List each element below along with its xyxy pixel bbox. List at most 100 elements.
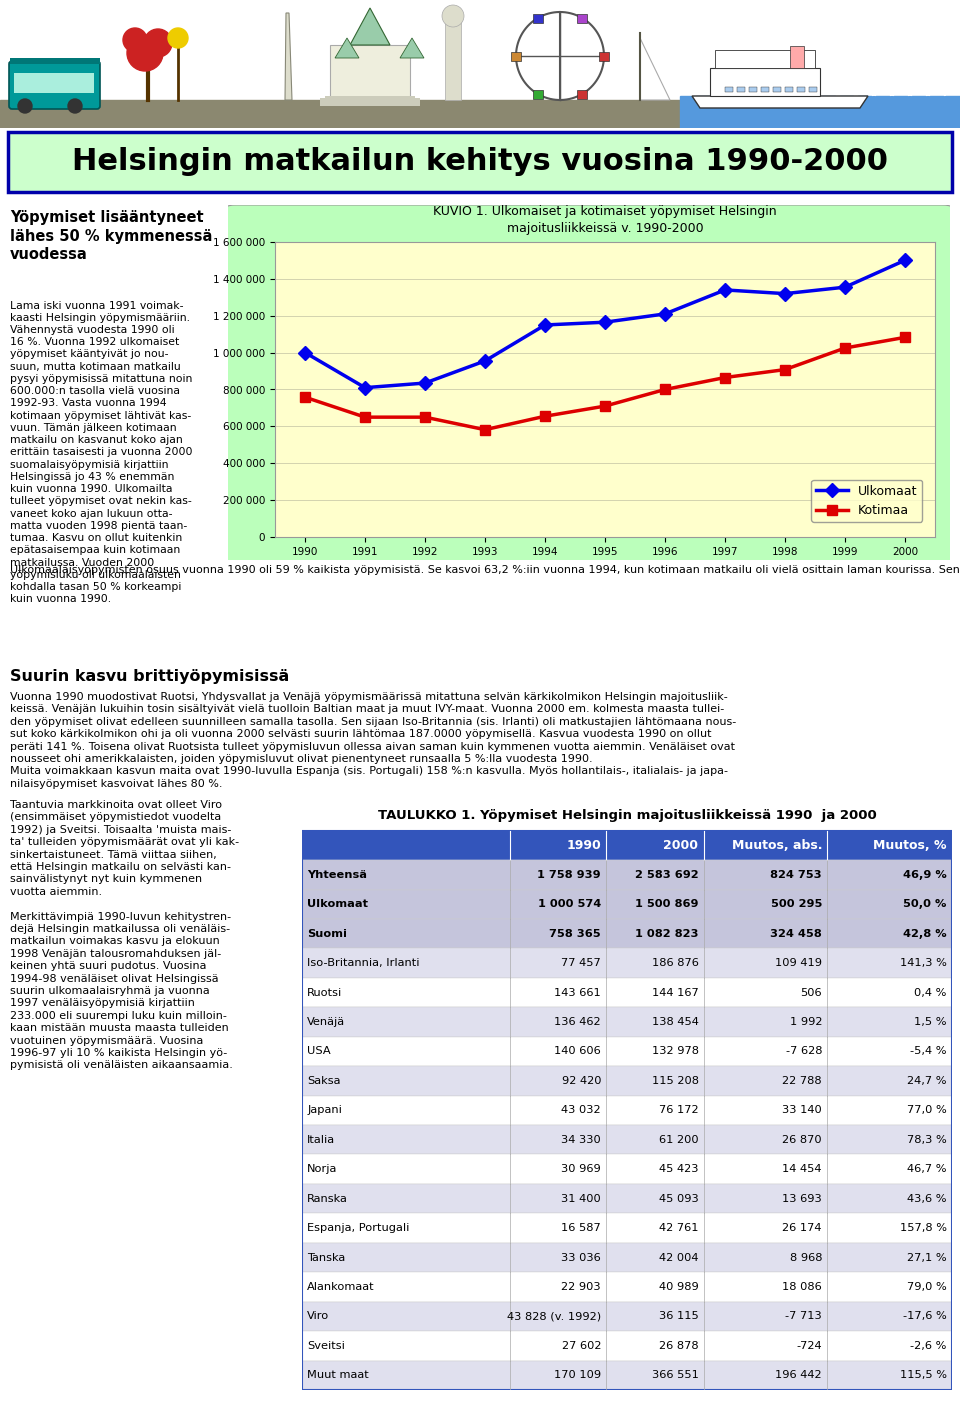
- Text: 92 420: 92 420: [562, 1076, 601, 1086]
- FancyBboxPatch shape: [9, 61, 100, 108]
- Text: 30 969: 30 969: [562, 1164, 601, 1174]
- Circle shape: [442, 6, 464, 27]
- Bar: [737, 87, 745, 91]
- FancyBboxPatch shape: [302, 1066, 952, 1096]
- Text: 132 978: 132 978: [652, 1046, 699, 1056]
- Text: Viro: Viro: [307, 1311, 329, 1321]
- Text: 14 454: 14 454: [782, 1164, 822, 1174]
- Text: 18 086: 18 086: [782, 1281, 822, 1291]
- Bar: [325, 96, 415, 100]
- Text: 77,0 %: 77,0 %: [907, 1106, 947, 1116]
- Text: 42 761: 42 761: [659, 1223, 699, 1233]
- Text: 24,7 %: 24,7 %: [907, 1076, 947, 1086]
- Text: Norja: Norja: [307, 1164, 338, 1174]
- Text: 758 365: 758 365: [549, 929, 601, 939]
- Text: TAULUKKO 1. Yöpymiset Helsingin majoitusliikkeissä 1990  ja 2000: TAULUKKO 1. Yöpymiset Helsingin majoitus…: [377, 809, 876, 822]
- Text: Muutos, %: Muutos, %: [874, 839, 947, 852]
- Text: Alankomaat: Alankomaat: [307, 1281, 374, 1291]
- Text: 506: 506: [801, 987, 822, 997]
- Circle shape: [144, 29, 172, 57]
- Text: 31 400: 31 400: [562, 1193, 601, 1203]
- Text: 22 903: 22 903: [562, 1281, 601, 1291]
- Bar: [749, 87, 757, 91]
- Bar: [0, 100, 960, 128]
- Text: Yöpymiset lisääntyneet
lähes 50 % kymmenessä
vuodessa: Yöpymiset lisääntyneet lähes 50 % kymmen…: [10, 210, 212, 263]
- FancyBboxPatch shape: [302, 1213, 952, 1243]
- Circle shape: [123, 29, 147, 51]
- Text: 140 606: 140 606: [554, 1046, 601, 1056]
- Text: -724: -724: [797, 1341, 822, 1351]
- Text: -17,6 %: -17,6 %: [903, 1311, 947, 1321]
- FancyBboxPatch shape: [302, 831, 952, 860]
- Text: 1,5 %: 1,5 %: [914, 1017, 947, 1027]
- Bar: [761, 87, 769, 91]
- Text: 1990: 1990: [566, 839, 601, 852]
- Text: Espanja, Portugali: Espanja, Portugali: [307, 1223, 410, 1233]
- FancyBboxPatch shape: [302, 1154, 952, 1184]
- Bar: [773, 87, 781, 91]
- Text: Sveitsi: Sveitsi: [307, 1341, 345, 1351]
- Text: 138 454: 138 454: [652, 1017, 699, 1027]
- Bar: [533, 14, 543, 23]
- Text: Helsingin matkailun kehitys vuosina 1990-2000: Helsingin matkailun kehitys vuosina 1990…: [72, 147, 888, 177]
- Text: -5,4 %: -5,4 %: [910, 1046, 947, 1056]
- Text: Ulkomaalaisyöpymisten osuus vuonna 1990 oli 59 % kaikista yöpymisistä. Se kasvoi: Ulkomaalaisyöpymisten osuus vuonna 1990 …: [10, 565, 960, 575]
- Text: 79,0 %: 79,0 %: [907, 1281, 947, 1291]
- Text: Muutos, abs.: Muutos, abs.: [732, 839, 822, 852]
- Text: 46,9 %: 46,9 %: [903, 870, 947, 880]
- FancyBboxPatch shape: [225, 205, 953, 562]
- Text: 33 036: 33 036: [562, 1253, 601, 1263]
- Text: 109 419: 109 419: [775, 958, 822, 968]
- Text: Lama iski vuonna 1991 voimak-
kaasti Helsingin yöpymismääriin.
Vähennystä vuodes: Lama iski vuonna 1991 voimak- kaasti Hel…: [10, 301, 193, 604]
- Text: 78,3 %: 78,3 %: [907, 1134, 947, 1144]
- Text: Italia: Italia: [307, 1134, 335, 1144]
- Polygon shape: [350, 9, 390, 46]
- Text: 77 457: 77 457: [562, 958, 601, 968]
- FancyBboxPatch shape: [8, 133, 952, 191]
- Text: 2000: 2000: [663, 839, 699, 852]
- FancyBboxPatch shape: [302, 1096, 952, 1124]
- Bar: [710, 68, 820, 96]
- Text: -2,6 %: -2,6 %: [910, 1341, 947, 1351]
- Text: Ranska: Ranska: [307, 1193, 348, 1203]
- Bar: [725, 87, 733, 91]
- Bar: [10, 59, 100, 64]
- Text: 500 295: 500 295: [771, 899, 822, 909]
- FancyBboxPatch shape: [302, 949, 952, 977]
- Text: Muut maat: Muut maat: [307, 1370, 369, 1380]
- FancyBboxPatch shape: [302, 919, 952, 949]
- Text: 13 693: 13 693: [782, 1193, 822, 1203]
- Text: 43 032: 43 032: [562, 1106, 601, 1116]
- FancyBboxPatch shape: [302, 977, 952, 1007]
- FancyBboxPatch shape: [302, 1273, 952, 1301]
- FancyBboxPatch shape: [302, 1037, 952, 1066]
- Text: 76 172: 76 172: [659, 1106, 699, 1116]
- Bar: [445, 20, 461, 100]
- Text: 824 753: 824 753: [770, 870, 822, 880]
- Bar: [680, 96, 960, 128]
- Polygon shape: [335, 39, 359, 59]
- Text: 1 500 869: 1 500 869: [635, 899, 699, 909]
- Text: 50,0 %: 50,0 %: [903, 899, 947, 909]
- Bar: [577, 14, 587, 23]
- Text: 27 602: 27 602: [562, 1341, 601, 1351]
- Text: 61 200: 61 200: [659, 1134, 699, 1144]
- FancyBboxPatch shape: [302, 1007, 952, 1037]
- Text: 27,1 %: 27,1 %: [907, 1253, 947, 1263]
- Circle shape: [127, 36, 163, 71]
- Text: USA: USA: [307, 1046, 331, 1056]
- FancyBboxPatch shape: [302, 860, 952, 889]
- Text: 45 423: 45 423: [659, 1164, 699, 1174]
- Text: 1 992: 1 992: [789, 1017, 822, 1027]
- Text: 186 876: 186 876: [652, 958, 699, 968]
- Text: 141,3 %: 141,3 %: [900, 958, 947, 968]
- Text: 22 788: 22 788: [782, 1076, 822, 1086]
- Text: 136 462: 136 462: [554, 1017, 601, 1027]
- FancyBboxPatch shape: [302, 1301, 952, 1331]
- Text: Venäjä: Venäjä: [307, 1017, 346, 1027]
- Circle shape: [68, 98, 82, 113]
- Text: 8 968: 8 968: [789, 1253, 822, 1263]
- Bar: [797, 87, 805, 91]
- FancyBboxPatch shape: [302, 1184, 952, 1213]
- Text: 42 004: 42 004: [659, 1253, 699, 1263]
